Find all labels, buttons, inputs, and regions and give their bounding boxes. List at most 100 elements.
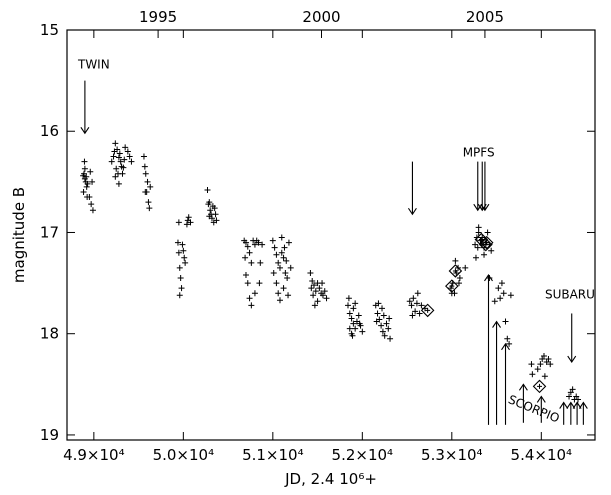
data-point-plus [276,297,283,304]
data-point-plus [319,280,326,287]
data-point-plus [352,300,359,307]
data-point-plus [281,244,288,251]
data-point-plus [498,280,505,287]
data-point-plus [284,275,291,282]
data-point-plus [244,280,251,287]
data-point-plus [455,280,462,287]
data-point-plus [321,288,328,295]
year-tick-label: 2000 [302,8,340,26]
data-point-plus [472,241,479,248]
annotation-label: TWIN [77,57,110,71]
annotation-arrowhead [518,383,528,391]
x-tick-label: 5.1×10⁴ [242,446,304,464]
data-point-plus [87,168,94,175]
data-point-plus [345,302,352,309]
data-point-plus [206,199,213,206]
data-point-plus [246,295,253,302]
data-point-plus [142,170,149,177]
data-point-plus [495,285,502,292]
data-point-diamond-cross [537,383,543,389]
annotation-arrowhead [473,203,483,212]
data-point-plus [84,194,91,201]
data-point-plus [80,188,87,195]
annotation-arrowhead [480,203,490,212]
data-point-plus [119,170,126,177]
x-tick-label: 5.3×10⁴ [421,446,483,464]
annotation-arrowhead [572,401,582,409]
data-point-plus [181,254,188,261]
data-point-plus [316,285,323,292]
data-point-plus [452,257,459,264]
data-point-plus [89,178,96,185]
data-point-plus [566,393,573,400]
plot-frame [66,29,596,441]
data-point-plus [540,352,547,359]
data-point-plus [89,207,96,214]
data-point-plus [259,241,266,248]
data-point-plus [314,298,321,305]
data-point-plus [491,298,498,305]
data-point-plus [386,315,393,322]
data-point-plus [311,302,318,309]
data-point-diamond [445,279,459,293]
data-point-plus [116,150,123,157]
data-point-plus [207,207,214,214]
data-point-plus [285,292,292,299]
data-point-plus [448,290,455,297]
data-point-plus [111,148,118,155]
data-point-diamond-cross [425,307,431,313]
data-point-plus [256,280,263,287]
data-point-plus [308,285,315,292]
data-point-plus [122,144,129,151]
y-tick-label: 18 [40,325,59,343]
data-point-plus [283,257,290,264]
data-point-plus [541,373,548,380]
data-point-plus [528,361,535,368]
data-point-plus [145,199,152,206]
data-point-plus [352,325,359,332]
data-point-plus [183,221,190,228]
data-point-plus [144,178,151,185]
data-point-plus [88,201,95,208]
data-point-plus [374,310,381,317]
data-point-plus [209,203,216,210]
data-point-plus [182,259,189,266]
data-point-plus [110,153,117,160]
data-point-plus [408,302,415,309]
data-point-plus [379,305,386,312]
annotation-arrowhead [80,126,90,135]
year-tick-label: 1995 [139,8,177,26]
data-point-plus [204,186,211,193]
data-point-plus [412,308,419,315]
data-point-plus [309,278,316,285]
data-point-plus [255,239,262,246]
annotation-arrowhead [407,207,417,216]
data-point-plus [275,259,282,266]
data-point-plus [273,251,280,258]
data-point-plus [380,312,387,319]
data-point-plus [81,170,88,177]
data-point-plus [410,295,417,302]
annotation-arrowhead [578,401,588,409]
data-point-plus [378,322,385,329]
data-point-plus [124,148,131,155]
data-point-plus [276,264,283,271]
data-point-plus [282,269,289,276]
y-tick-label: 17 [40,223,59,241]
data-point-plus [117,158,124,165]
data-point-plus [146,205,153,212]
data-point-plus [242,271,249,278]
data-point-plus [375,300,382,307]
annotation-label: SCORPIO [506,392,561,425]
data-point-plus [573,393,580,400]
data-point-plus [416,310,423,317]
data-point-plus [406,298,413,305]
data-point-plus [534,366,541,373]
data-point-plus [472,254,479,261]
data-point-plus [81,158,88,165]
y-tick-label: 16 [40,122,59,140]
data-point-plus [574,396,581,403]
data-point-plus [383,320,390,327]
data-point-plus [280,254,287,261]
data-point-plus [176,292,183,299]
